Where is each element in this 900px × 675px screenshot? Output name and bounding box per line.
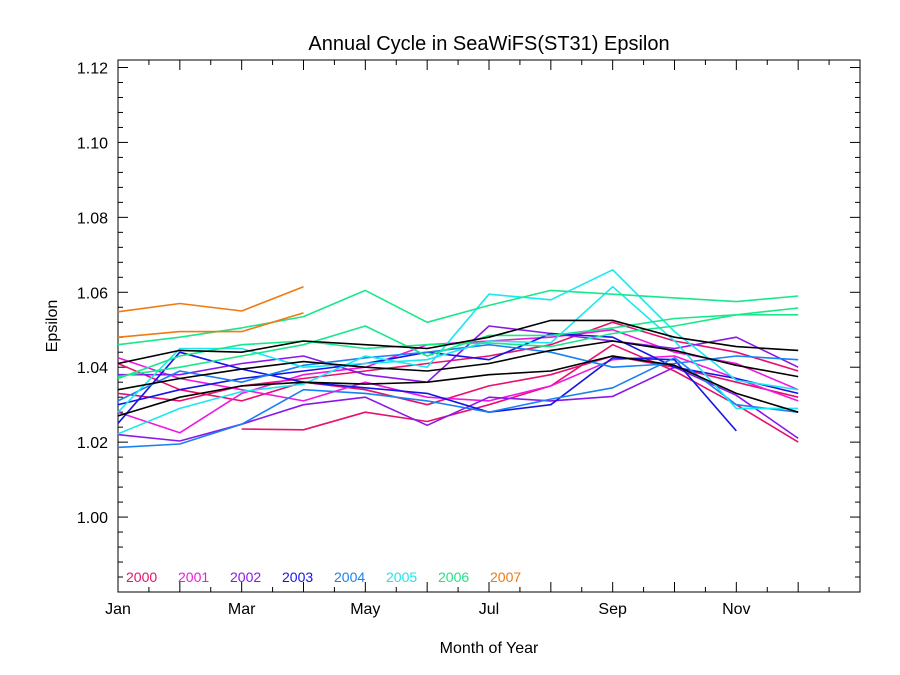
legend-entry: 2006 [438,569,469,585]
series-line [117,343,799,402]
legend-entry: 2005 [386,569,417,585]
x-tick-label: May [350,601,380,618]
x-tick-label: Nov [722,601,750,618]
y-tick-label: 1.06 [77,285,108,302]
y-tick-label: 1.00 [77,510,108,527]
legend-entry: 2004 [334,569,365,585]
series-line [117,289,799,346]
y-tick-label: 1.12 [77,60,108,77]
y-axis-label: Epsilon [44,300,61,352]
x-tick-label: Jan [105,601,131,618]
y-tick-label: 1.02 [77,435,108,452]
series-layer [117,268,799,449]
series-line [117,319,799,365]
series-line [117,268,799,435]
series-line [117,340,799,391]
y-tick-labels: 1.00 1.02 1.04 1.06 1.08 1.10 1.12 [77,60,108,527]
y-tick-label: 1.04 [77,360,108,377]
axis-ticks [117,60,861,593]
series-line [117,355,799,417]
series-line [117,307,799,378]
x-tick-label: Sep [598,601,627,618]
series-line [117,356,799,449]
x-tick-label: Mar [228,601,256,618]
y-tick-label: 1.08 [77,210,108,227]
legend-entry: 2000 [126,569,157,585]
legend-entry: 2001 [178,569,209,585]
legend: 2000 2001 2002 2003 2004 2005 2006 2007 [126,569,521,585]
chart-title: Annual Cycle in SeaWiFS(ST31) Epsilon [308,33,669,55]
legend-entry: 2002 [230,569,261,585]
series-line [117,313,799,380]
series-line [117,285,304,313]
series-line [241,343,799,443]
x-tick-labels: Jan Mar May Jul Sep Nov [105,601,750,618]
x-tick-label: Jul [479,601,499,618]
legend-entry: 2003 [282,569,313,585]
series-line [118,325,799,384]
y-tick-label: 1.10 [77,135,108,152]
legend-entry: 2007 [490,569,521,585]
series-line [117,312,304,338]
x-axis-label: Month of Year [440,640,539,657]
